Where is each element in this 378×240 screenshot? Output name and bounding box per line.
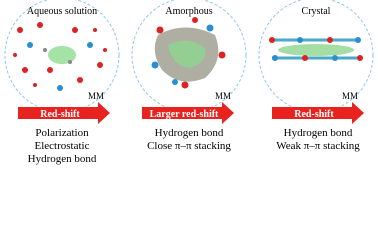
panel-circle: [131, 0, 247, 113]
effect-line: Hydrogen bond: [155, 127, 224, 139]
mm-label: MM: [342, 91, 358, 101]
molecules-aqueous: [13, 22, 107, 91]
effect-line: Electrostatic: [35, 140, 90, 152]
molecules-amorphous: [151, 17, 226, 89]
figure: Aqueous solution Amorphous Crystal MM MM…: [4, 0, 374, 165]
panel-circle: [258, 0, 374, 113]
effect-line: Close π–π stacking: [147, 140, 231, 152]
shift-label: Red-shift: [40, 109, 80, 120]
molecules-crystal: [269, 37, 363, 61]
effect-line: Polarization: [35, 127, 89, 139]
mm-label: MM: [215, 91, 231, 101]
shift-label: Larger red-shift: [150, 109, 219, 120]
effect-line: Hydrogen bond: [284, 127, 353, 139]
panel-title: Amorphous: [165, 6, 212, 17]
shift-label: Red-shift: [294, 109, 334, 120]
arrow: [142, 102, 234, 124]
panel-title: Crystal: [302, 6, 331, 17]
arrow: [272, 102, 364, 124]
effect-line: Hydrogen bond: [28, 153, 97, 165]
panel-title: Aqueous solution: [27, 6, 97, 17]
mm-label: MM: [88, 91, 104, 101]
effect-line: Weak π–π stacking: [276, 140, 360, 152]
arrow: [18, 102, 110, 124]
panel-circle: [4, 0, 120, 113]
